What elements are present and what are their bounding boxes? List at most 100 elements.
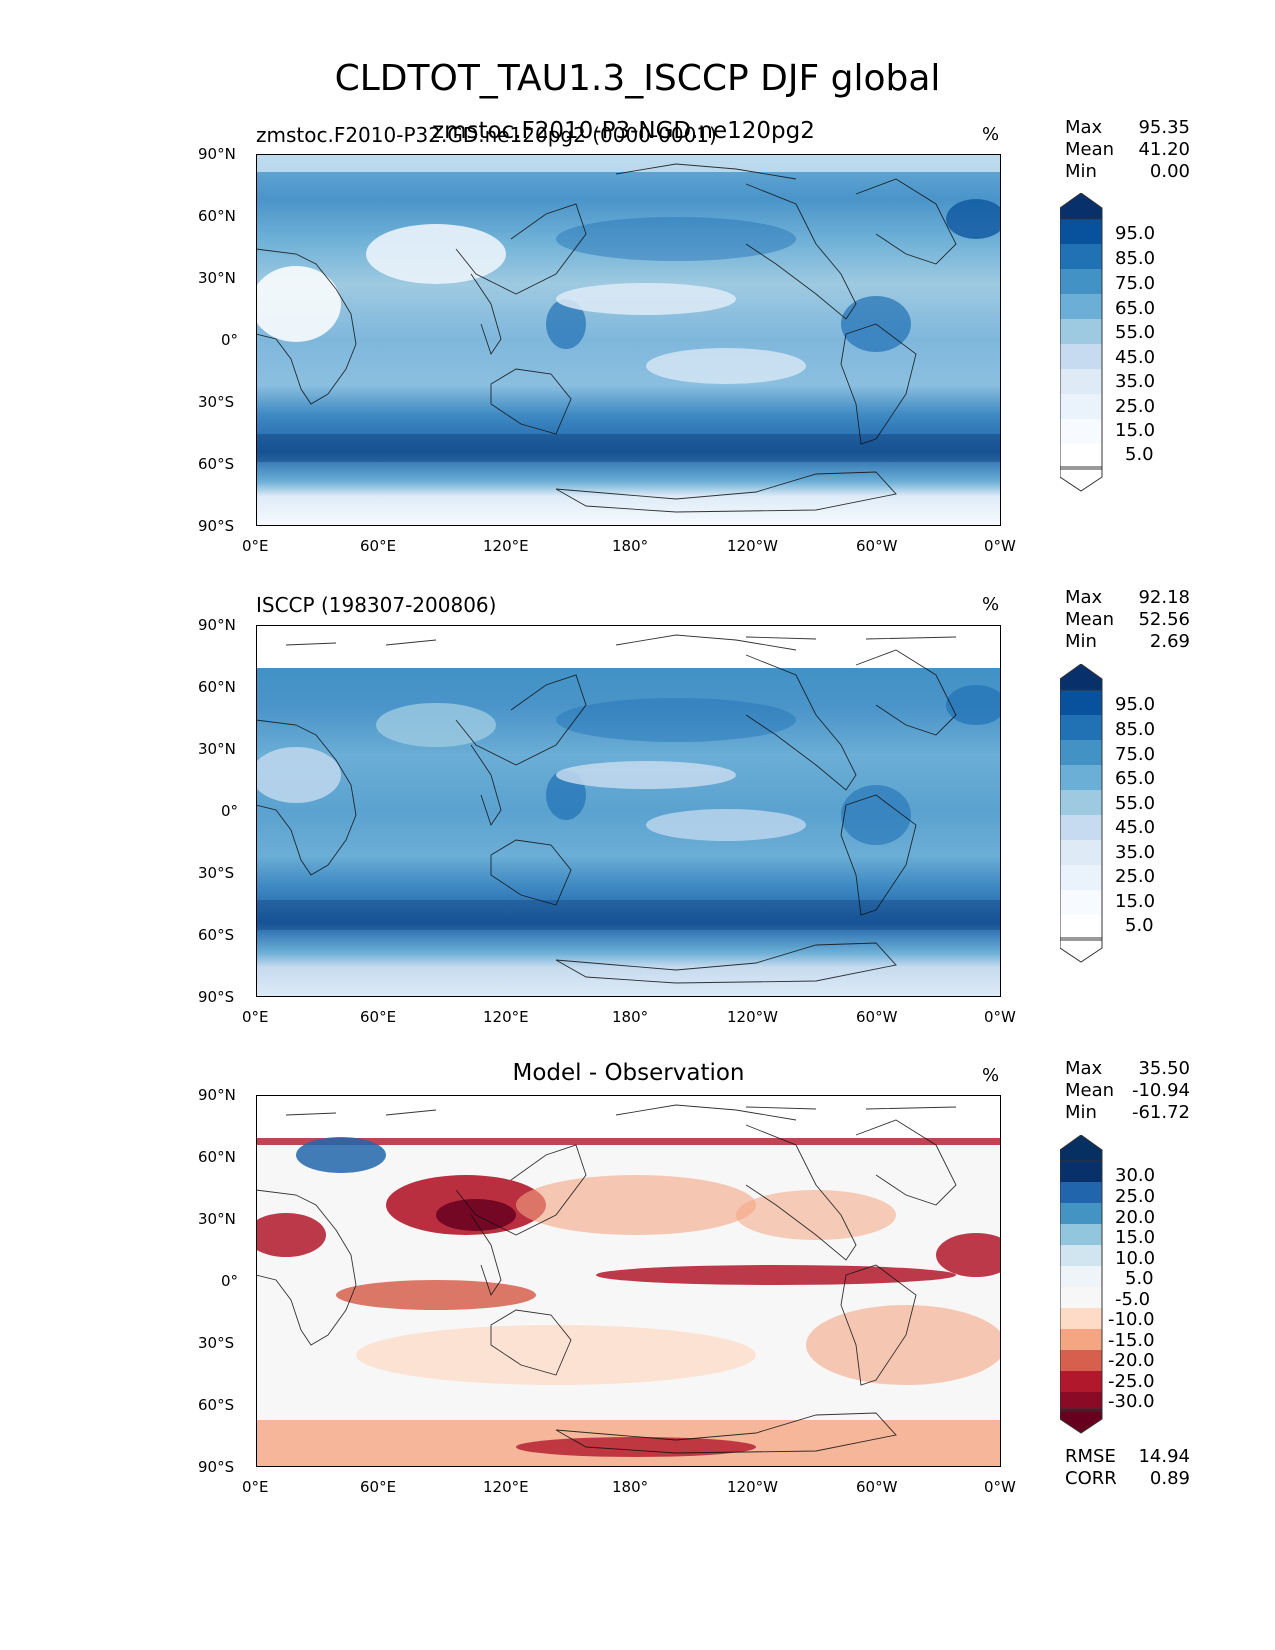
panel-1-ytick-90n: 90°N (198, 145, 236, 163)
panel-3-xtick-60w: 60°W (856, 1478, 898, 1496)
panel-2-colorbar-bins (1060, 690, 1102, 940)
panel-1-xtick-120w: 120°W (727, 537, 778, 555)
rmse-label: RMSE (1065, 1446, 1116, 1467)
panel-2-stats: Max 92.18 Mean 52.56 Min 2.69 (1065, 587, 1190, 653)
panel-2-ytick-90s: 90°S (198, 988, 235, 1006)
panel-1-colorbar-extend-bottom (1060, 466, 1103, 492)
min-value: -61.72 (1131, 1102, 1190, 1123)
panel-2-ytick-60s: 60°S (198, 926, 235, 944)
panel-1-units: % (982, 124, 1000, 145)
panel-1-colorbar-bins (1060, 219, 1102, 469)
panel-3-xtick-120w: 120°W (727, 1478, 778, 1496)
panel-1-ytick-30n: 30°N (198, 269, 236, 287)
panel-3-cb-label-6: -5.0 (1115, 1289, 1151, 1310)
panel-3-ytick-90s: 90°S (198, 1458, 235, 1476)
panel-3-cb-label-1: 25.0 (1115, 1186, 1156, 1207)
panel-2-frame (256, 625, 1001, 997)
panel-2-xtick-120w: 120°W (727, 1008, 778, 1026)
panel-2-xtick-60e: 60°E (360, 1008, 397, 1026)
panel-3-xtick-0e: 0°E (242, 1478, 269, 1496)
panel-1-title-left: zmstoc.F2010-P32.GD.ne120pg2 (0000-0001) (256, 123, 717, 147)
panel-2-colorbar (1060, 664, 1103, 963)
panel-1-title-overlap: zmstoc.F2010-P3-NGD.ne120pg2 (432, 118, 815, 144)
panel-3-ytick-30s: 30°S (198, 1334, 235, 1352)
panel-1-xtick-0e: 0°E (242, 537, 269, 555)
panel-2-cb-label-8: 15.0 (1115, 891, 1156, 912)
panel-3-xtick-180: 180° (612, 1478, 649, 1496)
panel-1-xtick-120e: 120°E (483, 537, 529, 555)
panel-3-ytick-90n: 90°N (198, 1086, 236, 1104)
panel-3-title-center: Model - Observation (512, 1060, 745, 1086)
panel-3-cb-label-0: 30.0 (1115, 1165, 1156, 1186)
panel-2-ytick-30n: 30°N (198, 740, 236, 758)
max-value: 92.18 (1138, 587, 1190, 608)
panel-2-ytick-eq: 0° (221, 802, 239, 820)
panel-2-xtick-60w: 60°W (856, 1008, 898, 1026)
panel-2-cb-label-6: 35.0 (1115, 842, 1156, 863)
mean-value: 52.56 (1138, 609, 1190, 630)
panel-1-xtick-180: 180° (612, 537, 649, 555)
panel-3-stats: Max 35.50 Mean -10.94 Min -61.72 (1065, 1058, 1190, 1124)
panel-2-cb-label-4: 55.0 (1115, 793, 1156, 814)
panel-3-units: % (982, 1065, 1000, 1086)
max-label: Max (1065, 587, 1103, 608)
panel-2-colorbar-extend-top (1060, 664, 1103, 691)
panel-1-xtick-0w: 0°W (984, 537, 1016, 555)
panel-3-ytick-60n: 60°N (198, 1148, 236, 1166)
panel-1-xtick-60e: 60°E (360, 537, 397, 555)
panel-2-xtick-0w: 0°W (984, 1008, 1016, 1026)
panel-1-ytick-60s: 60°S (198, 455, 235, 473)
panel-3-ytick-60s: 60°S (198, 1396, 235, 1414)
panel-3-frame (256, 1095, 1001, 1467)
panel-2-units: % (982, 594, 1000, 615)
rmse-value: 14.94 (1138, 1446, 1190, 1467)
panel-1-cb-label-2: 75.0 (1115, 273, 1156, 294)
max-value: 35.50 (1138, 1058, 1190, 1079)
panel-3-cb-label-5: 5.0 (1125, 1268, 1154, 1289)
panel-1-map (256, 154, 1001, 526)
panel-2-cb-label-3: 65.0 (1115, 768, 1156, 789)
panel-3-cb-label-4: 10.0 (1115, 1248, 1156, 1269)
panel-3-colorbar (1060, 1135, 1103, 1434)
panel-2-cb-label-7: 25.0 (1115, 866, 1156, 887)
panel-3-xtick-0w: 0°W (984, 1478, 1016, 1496)
mean-label: Mean (1065, 139, 1115, 160)
panel-3-colorbar-bins (1060, 1161, 1102, 1411)
panel-1-cb-label-9: 5.0 (1125, 444, 1154, 465)
mean-value: 41.20 (1138, 139, 1190, 160)
panel-3-ytick-30n: 30°N (198, 1210, 236, 1228)
panel-2-cb-label-1: 85.0 (1115, 719, 1156, 740)
mean-label: Mean (1065, 609, 1115, 630)
panel-1-cb-label-4: 55.0 (1115, 322, 1156, 343)
panel-3-metrics: RMSE 14.94 CORR 0.89 (1065, 1446, 1190, 1490)
panel-1-frame (256, 154, 1001, 526)
panel-3-xtick-120e: 120°E (483, 1478, 529, 1496)
panel-2-xtick-180: 180° (612, 1008, 649, 1026)
panel-1-cb-label-8: 15.0 (1115, 420, 1156, 441)
corr-value: 0.89 (1149, 1468, 1190, 1489)
min-label: Min (1065, 631, 1097, 652)
panel-1-cb-label-0: 95.0 (1115, 223, 1156, 244)
panel-1-ytick-90s: 90°S (198, 517, 235, 535)
panel-2-ytick-90n: 90°N (198, 616, 236, 634)
max-label: Max (1065, 1058, 1103, 1079)
panel-1-cb-label-5: 45.0 (1115, 347, 1156, 368)
panel-1-ytick-30s: 30°S (198, 393, 235, 411)
panel-3-cb-label-11: -30.0 (1108, 1391, 1155, 1412)
panel-3-cb-label-10: -25.0 (1108, 1371, 1155, 1392)
panel-3-ytick-eq: 0° (221, 1272, 239, 1290)
panel-2-cb-label-0: 95.0 (1115, 694, 1156, 715)
max-label: Max (1065, 117, 1103, 138)
panel-2-xtick-0e: 0°E (242, 1008, 269, 1026)
panel-2-cb-label-2: 75.0 (1115, 744, 1156, 765)
min-label: Min (1065, 161, 1097, 182)
max-value: 95.35 (1138, 117, 1190, 138)
panel-1-stats: Max 95.35 Mean 41.20 Min 0.00 (1065, 117, 1190, 183)
panel-1-ytick-60n: 60°N (198, 207, 236, 225)
panel-1-cb-label-7: 25.0 (1115, 396, 1156, 417)
panel-3-cb-label-2: 20.0 (1115, 1207, 1156, 1228)
panel-3-colorbar-extend-bottom (1060, 1408, 1103, 1434)
min-value: 2.69 (1149, 631, 1190, 652)
panel-3-map (256, 1095, 1001, 1467)
min-label: Min (1065, 1102, 1097, 1123)
